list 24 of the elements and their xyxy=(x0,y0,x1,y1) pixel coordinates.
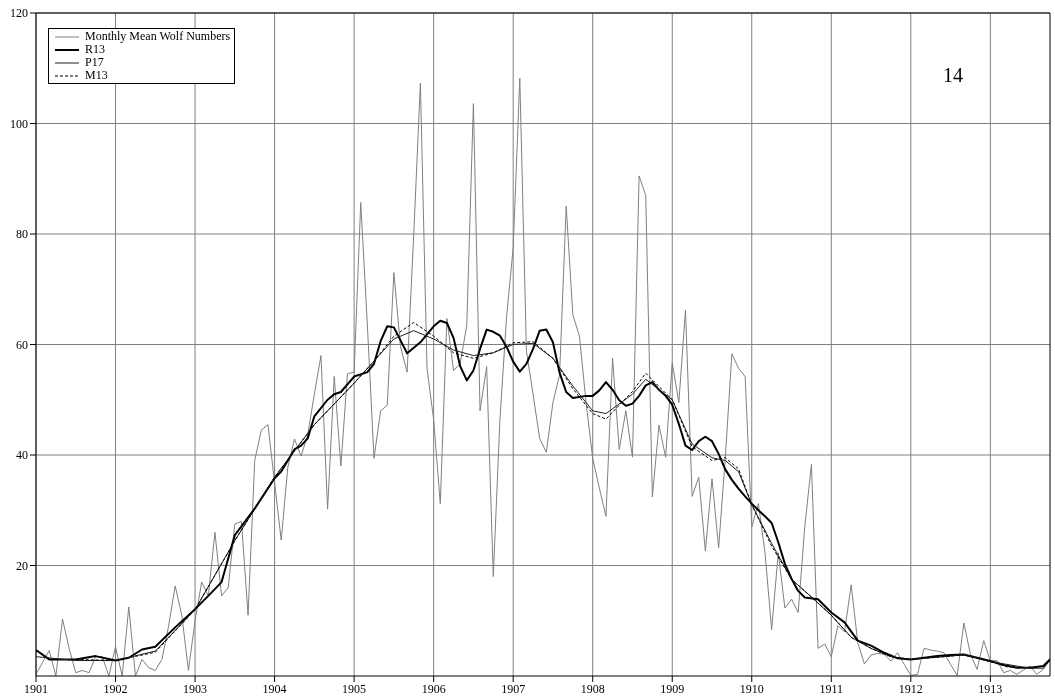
x-tick-label: 1909 xyxy=(660,681,685,696)
y-tick-label: 120 xyxy=(10,6,28,21)
x-tick-label: 1906 xyxy=(421,681,446,696)
annotation: 14 xyxy=(943,64,963,87)
y-tick-label: 100 xyxy=(10,116,28,131)
x-tick-label: 1912 xyxy=(898,681,923,696)
x-tick-label: 1902 xyxy=(103,681,128,696)
x-tick-label: 1911 xyxy=(819,681,844,696)
y-tick-label: 40 xyxy=(16,448,28,463)
y-tick-label: 60 xyxy=(16,337,28,352)
legend-label: Monthly Mean Wolf Numbers xyxy=(85,29,231,43)
x-tick-label: 1904 xyxy=(262,681,287,696)
y-tick-label: 80 xyxy=(16,227,28,242)
x-tick-label: 1903 xyxy=(183,681,208,696)
legend-label: M13 xyxy=(85,68,108,82)
x-tick-label: 1901 xyxy=(24,681,48,696)
x-tick-label: 1913 xyxy=(978,681,1003,696)
x-tick-label: 1905 xyxy=(342,681,367,696)
x-tick-label: 1908 xyxy=(580,681,605,696)
x-tick-label: 1910 xyxy=(739,681,764,696)
legend-label: P17 xyxy=(85,55,104,69)
x-tick-label: 1907 xyxy=(501,681,526,696)
y-tick-label: 20 xyxy=(16,558,28,573)
legend-label: R13 xyxy=(85,42,105,56)
